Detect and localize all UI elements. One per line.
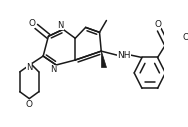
Text: O: O	[26, 100, 33, 109]
Text: NH: NH	[117, 51, 130, 60]
Text: O: O	[154, 20, 161, 29]
Polygon shape	[101, 51, 106, 67]
Text: O: O	[28, 19, 35, 28]
Text: N: N	[50, 65, 57, 74]
Text: N: N	[26, 64, 33, 72]
Text: O: O	[183, 33, 188, 42]
Text: N: N	[57, 21, 64, 30]
